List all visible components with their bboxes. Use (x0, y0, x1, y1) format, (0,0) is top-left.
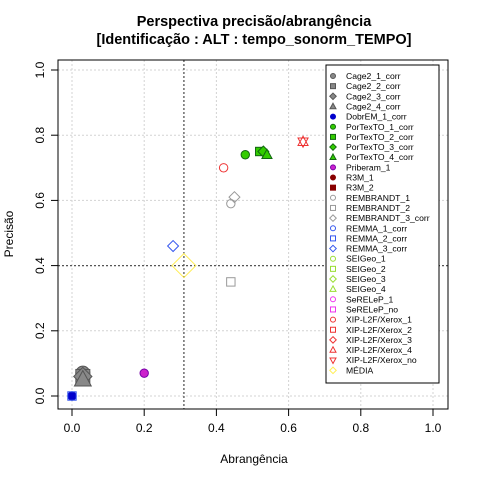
legend-label-r3m-1: R3M_1 (346, 173, 374, 183)
legend-marker-rembrandt-3-corr (329, 214, 337, 223)
data-point-rembrandt-2 (226, 277, 236, 287)
legend-label-xip-l2f-xerox-2: XIP-L2F/Xerox_2 (346, 325, 412, 335)
legend-marker-priberam-1 (330, 164, 336, 171)
x-tick-label: 1.0 (425, 421, 442, 435)
legend-marker-seigeo-2 (330, 265, 336, 272)
legend-marker-seigeo-1 (330, 255, 336, 262)
legend-marker-m-dia (329, 366, 337, 375)
data-point-portexto-4-corr (261, 148, 273, 160)
data-point-m-dia (171, 252, 197, 279)
legend-label-serelep-no: SeRELeP_no (346, 304, 398, 314)
legend-marker-rembrandt-2 (330, 204, 336, 211)
legend-label-portexto-4-corr: PorTexTO_4_corr (346, 152, 414, 162)
x-axis-label: Abrangência (220, 452, 288, 466)
legend-marker-portexto-1-corr (330, 123, 336, 130)
legend-label-remma-3-corr: REMMA_3_corr (346, 244, 407, 254)
legend-marker-cage2-3-corr (329, 92, 337, 101)
y-tick-label: 0.8 (33, 127, 47, 144)
data-point-xip-l2f-xerox-no (297, 137, 309, 149)
legend-label-portexto-1-corr: PorTexTO_1_corr (346, 122, 414, 132)
legend-label-dobrem-1-corr: DobrEM_1_corr (346, 112, 407, 122)
x-tick-label: 0.6 (280, 421, 297, 435)
legend-marker-xip-l2f-xerox-4 (329, 345, 337, 353)
legend-marker-r3m-2 (330, 184, 336, 191)
legend-marker-cage2-2-corr (330, 83, 336, 90)
data-points (67, 135, 309, 401)
legend-label-r3m-2: R3M_2 (346, 183, 374, 193)
legend-label-rembrandt-3-corr: REMBRANDT_3_corr (346, 213, 430, 223)
y-tick-label: 0.0 (33, 387, 47, 404)
legend-marker-seigeo-4 (329, 284, 337, 292)
legend-marker-remma-3-corr (329, 244, 337, 253)
legend-label-seigeo-1: SEIGeo_1 (346, 254, 386, 264)
y-tick-label: 0.2 (33, 322, 47, 339)
data-point-cage2-4-corr (73, 369, 93, 387)
legend-marker-xip-l2f-xerox-2 (330, 326, 336, 333)
legend-marker-seigeo-3 (329, 275, 337, 283)
legend-marker-rembrandt-1 (330, 194, 336, 201)
legend-marker-portexto-3-corr (329, 143, 337, 152)
legend-label-portexto-2-corr: PorTexTO_2_corr (346, 132, 414, 142)
legend-label-xip-l2f-xerox-4: XIP-L2F/Xerox_4 (346, 345, 412, 355)
legend-marker-remma-2-corr (330, 235, 336, 242)
data-point-remma-2-corr (67, 391, 77, 401)
y-tick-label: 0.6 (33, 192, 47, 209)
legend-label-seigeo-3: SEIGeo_3 (346, 274, 386, 284)
legend-label-rembrandt-1: REMBRANDT_1 (346, 193, 410, 203)
legend-label-cage2-1-corr: Cage2_1_corr (346, 71, 401, 81)
legend-label-portexto-3-corr: PorTexTO_3_corr (346, 142, 414, 152)
legend-label-xip-l2f-xerox-3: XIP-L2F/Xerox_3 (346, 335, 412, 345)
legend-label-priberam-1: Priberam_1 (346, 162, 391, 172)
chart-title-line2: [Identificação : ALT : tempo_sonorm_TEMP… (97, 32, 412, 48)
legend-label-remma-2-corr: REMMA_2_corr (346, 233, 407, 243)
data-point-priberam-1 (139, 368, 149, 378)
legend-label-xip-l2f-xerox-1: XIP-L2F/Xerox_1 (346, 315, 412, 325)
data-point-dobrem-1-corr (67, 391, 77, 401)
x-tick-label: 0.8 (352, 421, 369, 435)
legend-label-xip-l2f-xerox-no: XIP-L2F/Xerox_no (346, 355, 417, 365)
legend-marker-serelep-1 (330, 296, 336, 303)
legend-label-rembrandt-2: REMBRANDT_2 (346, 203, 410, 213)
data-point-xip-l2f-xerox-1 (218, 163, 229, 173)
chart-title-line1: Perspectiva precisão/abrangência (137, 14, 372, 30)
legend-label-cage2-3-corr: Cage2_3_corr (346, 91, 401, 101)
data-point-xip-l2f-xerox-4 (297, 135, 309, 146)
legend-marker-cage2-1-corr (330, 73, 336, 79)
legend-marker-xip-l2f-xerox-3 (329, 335, 337, 344)
data-point-portexto-1-corr (240, 150, 250, 160)
legend: Cage2_1_corrCage2_2_corrCage2_3_corrCage… (325, 64, 440, 384)
y-axis-label: Precisão (2, 210, 16, 257)
legend-marker-xip-l2f-xerox-no (329, 357, 337, 365)
data-point-rembrandt-3-corr (228, 190, 241, 204)
y-tick-label: 0.4 (33, 257, 47, 274)
legend-label-serelep-1: SeRELeP_1 (346, 294, 394, 304)
y-tick-label: 1.0 (33, 61, 47, 78)
legend-box (325, 64, 440, 384)
legend-marker-cage2-4-corr (329, 102, 337, 110)
legend-label-remma-1-corr: REMMA_1_corr (346, 223, 407, 233)
legend-marker-remma-1-corr (330, 225, 336, 232)
y-axis: 0.0 0.2 0.4 0.6 0.8 1.0 (33, 61, 59, 404)
legend-label-cage2-2-corr: Cage2_2_corr (346, 81, 401, 91)
legend-label-cage2-4-corr: Cage2_4_corr (346, 101, 401, 111)
legend-marker-portexto-2-corr (330, 133, 336, 140)
data-point-remma-3-corr (166, 239, 180, 253)
legend-marker-serelep-no (330, 306, 336, 313)
x-tick-label: 0.2 (136, 421, 153, 435)
legend-marker-r3m-1 (330, 174, 336, 181)
legend-marker-dobrem-1-corr (330, 113, 336, 120)
legend-marker-xip-l2f-xerox-1 (330, 316, 336, 323)
x-axis: 0.0 0.2 0.4 0.6 0.8 1.0 (64, 408, 442, 435)
legend-marker-portexto-4-corr (329, 152, 337, 160)
x-tick-label: 0.4 (208, 421, 225, 435)
legend-label-m-dia: MÉDIA (346, 365, 373, 375)
legend-label-seigeo-4: SEIGeo_4 (346, 284, 386, 294)
x-tick-label: 0.0 (64, 421, 81, 435)
legend-label-seigeo-2: SEIGeo_2 (346, 264, 386, 274)
